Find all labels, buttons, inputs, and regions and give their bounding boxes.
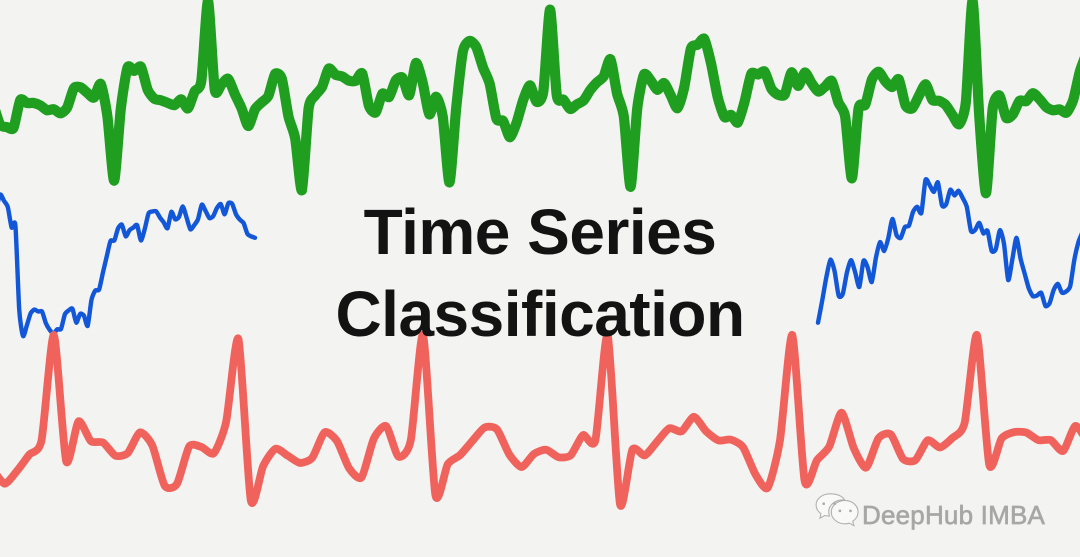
svg-text:Time Series: Time Series: [364, 196, 717, 268]
svg-text:Classification: Classification: [335, 278, 744, 350]
svg-text:DeepHub IMBA: DeepHub IMBA: [862, 500, 1045, 530]
